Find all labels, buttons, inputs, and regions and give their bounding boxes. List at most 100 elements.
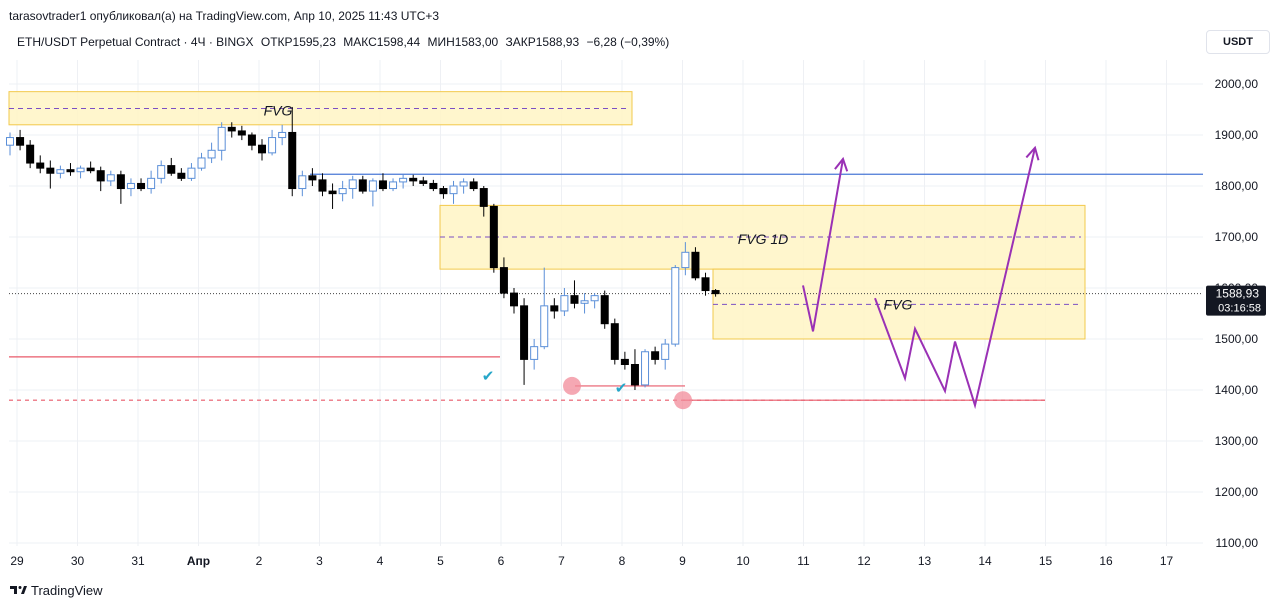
check-icon: ✔: [615, 379, 628, 397]
candle-body[interactable]: [651, 351, 660, 360]
candle-body[interactable]: [389, 181, 398, 190]
candle-body[interactable]: [278, 131, 287, 139]
candle-body[interactable]: [298, 175, 307, 190]
candle-body[interactable]: [409, 177, 418, 182]
candle-body[interactable]: [258, 144, 266, 154]
price-badge-value: 1588,93: [1216, 287, 1260, 301]
candle-body[interactable]: [449, 185, 458, 195]
candle-body[interactable]: [348, 179, 357, 190]
candle-body[interactable]: [308, 175, 317, 181]
candle-body[interactable]: [399, 177, 408, 183]
candle-body[interactable]: [378, 180, 387, 190]
candle-body[interactable]: [197, 157, 206, 169]
candle-body[interactable]: [580, 300, 589, 304]
candle-body[interactable]: [570, 295, 579, 304]
candle-body[interactable]: [520, 305, 529, 360]
candle-body[interactable]: [96, 170, 105, 182]
candle-body[interactable]: [76, 167, 85, 173]
candle-body[interactable]: [328, 190, 337, 195]
candle-body[interactable]: [268, 137, 277, 154]
high-value: МАКС1598,44: [343, 35, 421, 49]
candle-body[interactable]: [66, 169, 75, 173]
candle-body[interactable]: [86, 167, 95, 172]
price-badge-countdown: 03:16:58: [1218, 303, 1261, 315]
candle-body[interactable]: [550, 305, 559, 312]
fvg-label: FVG: [884, 296, 913, 312]
candle-body[interactable]: [237, 130, 246, 136]
candle-body[interactable]: [137, 182, 146, 190]
candle-body[interactable]: [701, 277, 710, 292]
candle-body[interactable]: [16, 137, 25, 146]
candle-body[interactable]: [489, 205, 498, 269]
candle-body[interactable]: [419, 180, 428, 184]
candle-body[interactable]: [167, 165, 176, 174]
candle-body[interactable]: [681, 251, 690, 269]
x-tick-label: 8: [619, 554, 626, 568]
y-tick-label: 1800,00: [1215, 179, 1259, 193]
candle-body[interactable]: [600, 295, 609, 325]
candle-body[interactable]: [590, 295, 599, 302]
candle-body[interactable]: [429, 182, 438, 190]
candle-body[interactable]: [288, 131, 297, 190]
candle-body[interactable]: [207, 149, 216, 159]
candle-body[interactable]: [671, 267, 680, 345]
candle-body[interactable]: [106, 174, 115, 182]
change-value: −6,28 (−0,39%): [586, 35, 670, 49]
low-marker: [674, 391, 692, 410]
candle-body[interactable]: [479, 188, 488, 207]
candle-body[interactable]: [318, 179, 327, 192]
projection-path[interactable]: [874, 147, 1036, 410]
fvg-label: FVG: [264, 102, 293, 118]
x-tick-label: 30: [71, 554, 85, 568]
candle-body[interactable]: [711, 290, 720, 295]
candle-body[interactable]: [439, 188, 448, 195]
candle-body[interactable]: [661, 343, 670, 360]
x-tick-label: 5: [437, 554, 444, 568]
candle-body[interactable]: [358, 179, 367, 192]
candle-body[interactable]: [499, 267, 508, 294]
candle-body[interactable]: [459, 181, 468, 187]
candle-body[interactable]: [630, 364, 639, 386]
open-value: ОТКР1595,23: [260, 35, 336, 49]
candle-body[interactable]: [338, 188, 347, 195]
x-tick-label: 6: [498, 554, 505, 568]
x-tick-label: 17: [1160, 554, 1174, 568]
currency-button[interactable]: USDT: [1206, 30, 1270, 54]
candle-body[interactable]: [560, 295, 569, 312]
price-badge[interactable]: [1206, 285, 1266, 316]
candle-body[interactable]: [691, 251, 700, 279]
candle-body[interactable]: [46, 167, 55, 174]
candle-body[interactable]: [147, 177, 156, 190]
x-tick-label: 7: [558, 554, 565, 568]
candle-body[interactable]: [36, 162, 45, 169]
candle-body[interactable]: [6, 137, 14, 146]
candle-body[interactable]: [227, 126, 236, 132]
tradingview-footer[interactable]: TradingView: [9, 582, 103, 598]
candle-body[interactable]: [217, 126, 226, 151]
candle-body[interactable]: [510, 292, 518, 307]
candle-body[interactable]: [116, 174, 125, 190]
candle-body[interactable]: [187, 167, 196, 179]
candle-body[interactable]: [157, 165, 166, 179]
candle-body[interactable]: [540, 305, 549, 348]
symbol-legend[interactable]: ETH/USDT Perpetual Contract · 4Ч · BINGX…: [17, 35, 673, 49]
candle-body[interactable]: [247, 134, 256, 146]
candle-body[interactable]: [620, 358, 629, 365]
candle-body[interactable]: [530, 346, 539, 360]
arrow-head-icon: [834, 156, 849, 172]
x-tick-label: 16: [1099, 554, 1113, 568]
candle-body[interactable]: [641, 351, 650, 386]
candle-body[interactable]: [26, 144, 35, 164]
candle-body[interactable]: [368, 180, 377, 192]
candle-body[interactable]: [126, 182, 135, 190]
projection-path[interactable]: [802, 158, 844, 332]
candle-body[interactable]: [56, 169, 65, 174]
candle-body[interactable]: [469, 181, 478, 190]
candle-body[interactable]: [610, 323, 619, 360]
candle-body[interactable]: [177, 172, 186, 179]
x-tick-label: 9: [679, 554, 686, 568]
x-tick-label: 31: [131, 554, 145, 568]
x-tick-label: 11: [797, 554, 810, 568]
low-value: МИН1583,00: [427, 35, 499, 49]
